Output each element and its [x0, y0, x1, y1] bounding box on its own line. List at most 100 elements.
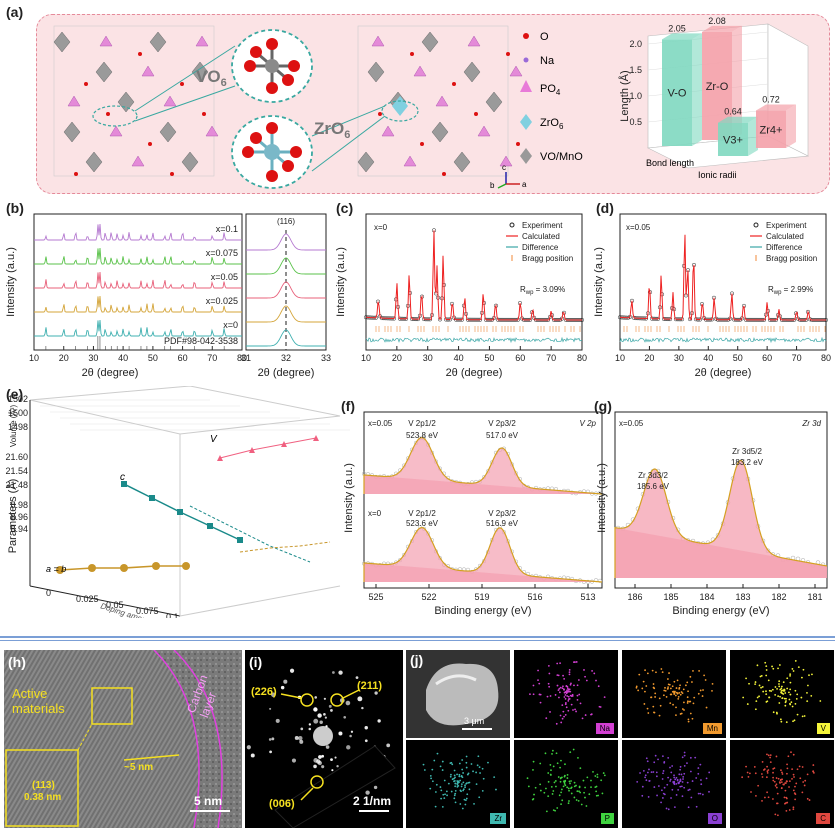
e-xtick: 0: [46, 588, 51, 598]
diffraction-spot: [334, 756, 337, 759]
crystal-right: [357, 25, 509, 177]
e-V-point: [249, 447, 255, 453]
j-map-tag: V: [816, 723, 830, 734]
b-pattern: [34, 295, 242, 313]
e-V-line: [219, 437, 317, 459]
f-peak-name: V 2p1/2: [408, 419, 436, 428]
e-c-point: [237, 537, 243, 543]
octahedron: [367, 61, 385, 83]
panel-c-label: (c): [336, 200, 354, 216]
panel-i-saed: (i) (226) (211) (006) 2 1/nm: [245, 650, 403, 828]
octahedron: [431, 121, 449, 143]
svg-text:c: c: [502, 163, 506, 172]
diffraction-spot: [250, 753, 255, 758]
g-peak-ev: 183.2 eV: [731, 458, 764, 467]
diffraction-spot: [364, 726, 368, 730]
e-a-tick: 8.96: [10, 512, 28, 522]
octahedron: [63, 121, 81, 143]
octahedron: [149, 31, 167, 53]
e-xtick: 0.025: [76, 594, 99, 604]
b-xtick: 80: [237, 353, 247, 363]
c-rwp: Rwp = 3.09%: [520, 285, 565, 296]
bar3d-side: [732, 25, 742, 141]
svg-text:Intensity (a.u.): Intensity (a.u.): [335, 247, 347, 317]
svg-text:a: a: [522, 180, 527, 189]
bar3d-value: 2.08: [708, 16, 726, 26]
svg-text:x=0.05: x=0.05: [619, 419, 644, 428]
bar3d-ytick: 1.0: [629, 91, 642, 101]
diffraction-spot: [314, 696, 318, 699]
f-envelope: [363, 526, 603, 583]
b-xlabel: 2θ (degree): [82, 367, 139, 379]
f-peak-ev: 523.8 eV: [406, 431, 439, 440]
diffraction-spot: [330, 758, 333, 762]
legend-entry: Calculated: [766, 232, 804, 241]
bar3d-side: [692, 33, 702, 146]
panel-b-label: (b): [6, 200, 24, 216]
j-map-tag: Zr: [490, 813, 506, 824]
legend-o: O: [540, 31, 549, 43]
svg-text:Intensity (a.u.): Intensity (a.u.): [596, 463, 608, 533]
g-peak2: [615, 460, 827, 578]
bar3d-label: V3+: [723, 134, 743, 146]
e-a-point: [56, 566, 64, 574]
legend-vo6mno6: VO/MnO: [540, 151, 583, 163]
diffraction-spot: [294, 736, 299, 740]
bar3d-cat2: Ionic radii: [698, 170, 737, 180]
diffraction-spot: [323, 713, 326, 716]
e-V-point: [281, 441, 287, 447]
octahedron: [181, 151, 199, 173]
tetrahedron: [205, 125, 219, 137]
panel-a-label: (a): [6, 4, 24, 20]
xtick: 40: [703, 353, 713, 363]
svg-text:Intensity (a.u.): Intensity (a.u.): [343, 463, 355, 533]
legend-entry: Experiment: [522, 221, 563, 230]
panel-f-xps-v: 525 522 519 516 513 V 2p1/2 523.8 eV V 2p3/2 517…: [343, 411, 603, 617]
o-atom: [148, 142, 152, 146]
h-scale: 5 nm: [194, 794, 223, 808]
panel-g-label: (g): [594, 398, 612, 414]
i-spot-226: (226): [251, 686, 277, 698]
diffraction-spot: [330, 709, 333, 712]
diffraction-spot: [269, 707, 272, 710]
g-envelope: [614, 459, 828, 578]
tetrahedron: [435, 95, 449, 107]
zro6-label: ZrO6: [314, 119, 350, 141]
tetrahedron: [163, 95, 177, 107]
e-c-proj: [189, 505, 311, 563]
o-atom: [442, 172, 446, 176]
exp-point: [437, 317, 443, 322]
o-atom: [180, 82, 184, 86]
diffraction-spot: [338, 731, 343, 736]
e-c-point: [121, 481, 127, 487]
diffraction-spot: [300, 727, 304, 731]
j-map-v: V: [730, 650, 834, 738]
o-atom: [84, 82, 88, 86]
bar3d-value: 0.72: [762, 95, 780, 105]
xtick: 50: [484, 353, 494, 363]
xtick: 70: [792, 353, 802, 363]
tetrahedron: [477, 125, 491, 137]
e-xtick: 0.1: [166, 612, 179, 618]
bar3d-label: V-O: [668, 88, 687, 100]
diffraction-spot: [316, 759, 321, 764]
o-atom: [516, 142, 520, 146]
f-peak2: [364, 527, 602, 582]
legend-entry: Difference: [766, 243, 803, 252]
bar3d-label: Zr-O: [706, 81, 729, 93]
diffraction-spot: [374, 691, 378, 695]
i-spot-211: (211): [357, 680, 383, 692]
diffraction-spot: [317, 713, 322, 718]
f-xtick: 519: [474, 592, 489, 602]
diffraction-spot: [386, 743, 391, 748]
legend-na: Na: [540, 55, 555, 67]
e-V-label: V: [210, 434, 218, 445]
b-inset-curve: [246, 329, 326, 347]
o-atom: [410, 52, 414, 56]
octahedron: [95, 61, 113, 83]
j-map-c: C: [730, 740, 834, 828]
f-peak-name: V 2p3/2: [488, 419, 516, 428]
svg-text:2θ (degree): 2θ (degree): [446, 367, 503, 379]
e-c-point: [177, 509, 183, 515]
panel-d-label: (d): [596, 200, 614, 216]
